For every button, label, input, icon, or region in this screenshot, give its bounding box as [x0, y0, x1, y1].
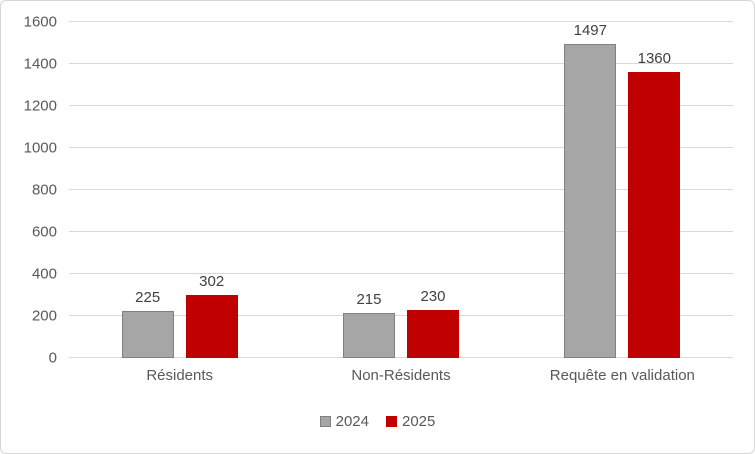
- bar-wrap-2025-requete-en-validation: 1360: [628, 50, 681, 358]
- legend-swatch-icon: [319, 416, 331, 427]
- y-tick-label-1200: 1200: [23, 97, 57, 115]
- bar-value-label: 225: [135, 289, 161, 306]
- bar-2024-residents: [121, 311, 174, 358]
- x-axis-label-non-residents: Non-Résidents: [351, 367, 451, 384]
- bar-wrap-2024-residents: 225: [121, 289, 174, 358]
- y-tick-label-400: 400: [31, 265, 57, 283]
- gridline-0: [69, 357, 733, 358]
- gridline-1600: [69, 21, 733, 22]
- bar-group-non-residents: 215 230: [290, 22, 511, 358]
- gridline-1000: [69, 147, 733, 148]
- gridline-200: [69, 315, 733, 316]
- bar-value-label: 302: [199, 273, 225, 290]
- bar-2025-non-residents: [406, 310, 459, 358]
- legend-swatch-icon: [386, 416, 397, 427]
- y-tick-label-600: 600: [31, 223, 57, 241]
- y-tick-label-200: 200: [31, 307, 57, 325]
- x-axis-label-residents: Résidents: [146, 367, 214, 384]
- bar-wrap-2025-non-residents: 230: [406, 288, 459, 358]
- legend: 2024 2025: [1, 414, 754, 429]
- bar-2025-requete-en-validation: [628, 72, 681, 358]
- bar-value-label: 1497: [573, 22, 607, 39]
- y-tick-label-0: 0: [48, 349, 57, 367]
- bar-group-requete-en-validation: 1497 1360: [512, 22, 733, 358]
- bar-wrap-2024-requete-en-validation: 1497: [564, 22, 617, 358]
- bar-wrap-2025-residents: 302: [185, 273, 238, 358]
- legend-item-2024: 2024: [319, 413, 369, 430]
- legend-item-2025: 2025: [386, 414, 435, 429]
- bar-value-label: 1360: [637, 50, 671, 67]
- bar-value-label: 230: [420, 288, 446, 305]
- plot-area: 225 302 215 230 1497 1360: [69, 21, 733, 358]
- y-tick-label-1000: 1000: [23, 139, 57, 157]
- gridline-1200: [69, 105, 733, 106]
- gridline-400: [69, 273, 733, 274]
- bar-2024-non-residents: [342, 313, 395, 358]
- y-tick-label-1400: 1400: [23, 55, 57, 73]
- y-axis-labels: 0 200 400 600 800 1000 1200 1400 1600: [1, 15, 57, 366]
- legend-label-2025: 2025: [402, 413, 436, 430]
- y-tick-label-1600: 1600: [23, 13, 57, 31]
- bar-group-residents: 225 302: [69, 22, 290, 358]
- x-axis-labels: Résidents Non-Résidents Requête en validat…: [69, 367, 733, 385]
- bar-value-label: 215: [356, 291, 382, 308]
- bar-2024-requete-en-validation: [564, 44, 617, 358]
- bar-2025-residents: [185, 295, 238, 358]
- bar-groups: 225 302 215 230 1497 1360: [69, 22, 733, 358]
- legend-label-2024: 2024: [335, 413, 369, 430]
- y-tick-label-800: 800: [31, 181, 57, 199]
- bar-wrap-2024-non-residents: 215: [342, 291, 395, 358]
- gridline-1400: [69, 63, 733, 64]
- x-axis-label-requete-en-validation: Requête en validation: [549, 367, 695, 384]
- gridline-600: [69, 231, 733, 232]
- gridline-800: [69, 189, 733, 190]
